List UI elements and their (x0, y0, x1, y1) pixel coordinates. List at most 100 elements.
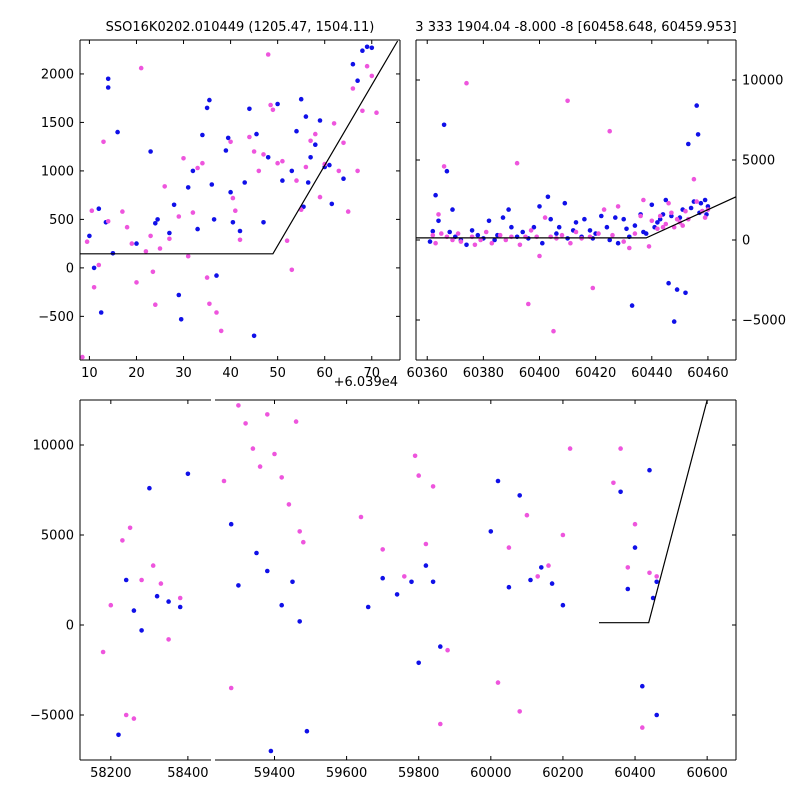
data-point (131, 608, 137, 613)
data-point (495, 680, 501, 685)
data-point (430, 484, 436, 489)
data-point (666, 280, 671, 286)
data-point (167, 236, 172, 242)
data-point (524, 512, 530, 518)
data-point (531, 224, 537, 230)
data-point (268, 748, 274, 754)
data-point (625, 565, 631, 570)
data-point (526, 301, 531, 307)
data-point (590, 285, 596, 291)
data-point (341, 140, 346, 146)
data-point (517, 242, 523, 248)
x-tick-label: 60420 (575, 366, 616, 381)
x-tick-label: 40 (222, 366, 239, 381)
data-point (139, 628, 144, 633)
panel-top-right-title: 3 333 1904.04 -8.000 -8 [60458.648, 6045… (415, 20, 736, 35)
data-point (155, 217, 160, 222)
data-point (621, 239, 626, 244)
data-point (228, 189, 233, 195)
data-point (214, 273, 219, 278)
data-point (275, 160, 280, 166)
y-tick-label: −5000 (742, 314, 786, 329)
y-tick-label: 2000 (41, 67, 74, 82)
data-point (540, 240, 545, 246)
data-point (430, 232, 436, 238)
data-point (430, 228, 436, 234)
data-point (181, 156, 186, 161)
data-point (607, 128, 612, 134)
data-point (666, 200, 671, 206)
data-point (402, 574, 407, 579)
data-point (176, 292, 182, 298)
panel-bottom-plot: 58200 58400 −5000 0 5000 10000 59400 59600 59800… (30, 399, 737, 781)
data-point (123, 712, 129, 718)
data-point (166, 637, 171, 642)
x-tick-label: 60400 (614, 766, 655, 781)
data-point (207, 97, 212, 103)
data-point (562, 200, 568, 206)
x-tick-label: 70 (363, 366, 380, 381)
data-point (683, 208, 688, 214)
data-point (629, 303, 635, 308)
data-point (358, 514, 364, 520)
y-tick-label: 5000 (41, 529, 74, 544)
data-point (447, 229, 453, 235)
data-point (412, 453, 418, 459)
data-point (654, 574, 659, 579)
data-point (148, 233, 153, 239)
data-point (297, 529, 303, 534)
data-point (166, 599, 171, 604)
data-point (545, 194, 551, 200)
data-point (303, 164, 309, 170)
data-point (674, 287, 680, 292)
data-point (607, 237, 612, 243)
data-point (108, 602, 114, 608)
data-point (268, 102, 273, 108)
data-point (265, 568, 270, 574)
data-point (611, 480, 616, 486)
data-point (293, 419, 299, 424)
data-point (167, 230, 172, 236)
data-point (364, 63, 370, 69)
y-tick-label: 0 (66, 619, 74, 634)
data-point (503, 237, 509, 243)
data-point (610, 232, 615, 238)
data-point (289, 267, 295, 273)
y-tick-label: 0 (66, 261, 74, 276)
data-point (350, 61, 356, 67)
data-point (214, 310, 219, 315)
data-point (223, 148, 229, 153)
data-point (694, 199, 699, 204)
data-point (380, 575, 386, 581)
y-tick-label: 500 (49, 213, 74, 228)
data-point (632, 545, 638, 550)
data-point (237, 228, 243, 234)
data-point (289, 168, 295, 174)
data-point (632, 223, 638, 228)
data-point (190, 168, 196, 174)
data-point (294, 178, 299, 183)
x-tick-label: 59600 (326, 766, 367, 781)
data-point (436, 218, 441, 224)
data-point (587, 228, 593, 233)
data-point (688, 205, 694, 211)
data-point (369, 45, 375, 51)
data-point (236, 403, 241, 408)
data-point (87, 233, 92, 239)
data-point (618, 446, 623, 451)
plot-marks (221, 400, 708, 754)
y-tick-label: 1000 (41, 164, 74, 179)
data-point (154, 593, 160, 599)
data-point (438, 721, 443, 727)
data-point (294, 128, 299, 134)
data-point (185, 185, 191, 190)
y-tick-label: −500 (38, 310, 74, 325)
data-point (705, 204, 711, 209)
data-point (225, 135, 231, 141)
data-point (464, 242, 469, 248)
data-point (554, 231, 559, 236)
data-point (643, 231, 649, 236)
data-point (195, 165, 200, 171)
axes-frame: 10 20 30 40 50 60 70 −500 0 500 1000 1500 2000 (38, 39, 401, 381)
data-point (209, 182, 215, 187)
